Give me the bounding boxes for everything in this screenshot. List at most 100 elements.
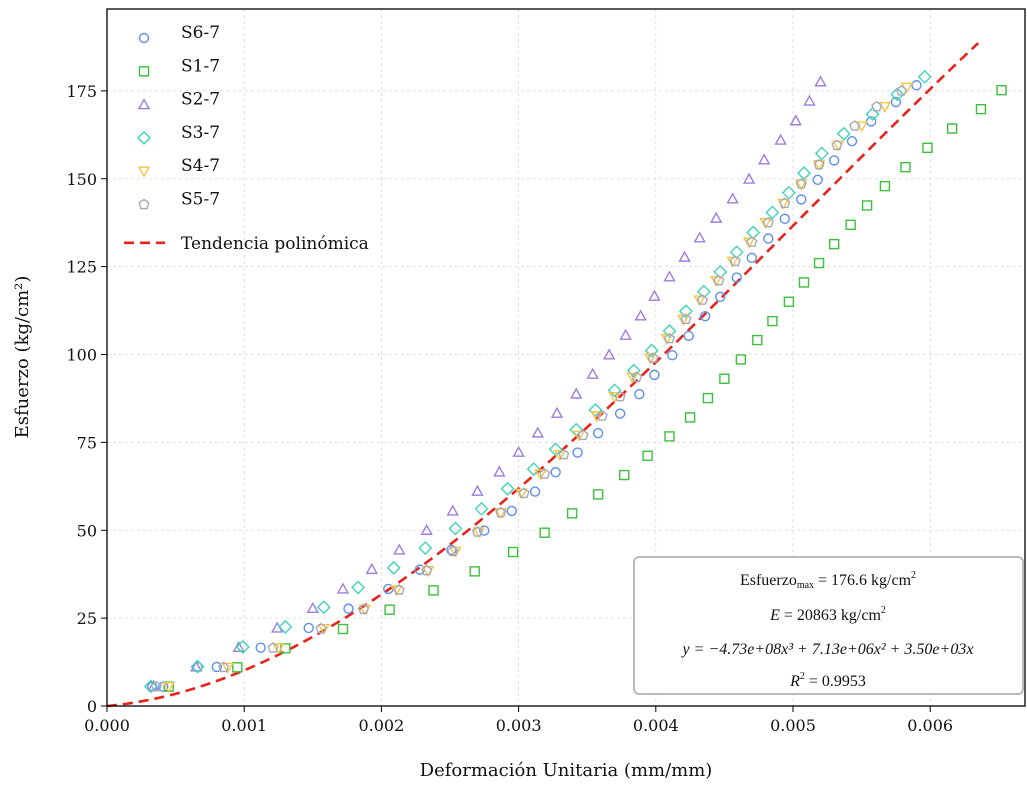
- data-point-s6-7: [796, 194, 807, 205]
- x-tick-label: 0.006: [907, 716, 953, 735]
- data-point-s5-7: [696, 294, 709, 305]
- data-point-s2-7: [789, 114, 802, 126]
- series-s5-7: [150, 85, 907, 692]
- annotation-line-max-stress: Esfuerzomax = 176.6 kg/cm2: [740, 570, 916, 591]
- data-point-s2-7: [570, 387, 583, 399]
- data-point-s5-7: [315, 622, 327, 634]
- data-point-s6-7: [255, 642, 266, 653]
- data-point-s4-7: [449, 546, 462, 558]
- data-point-s6-7: [572, 447, 583, 458]
- data-point-s1-7: [783, 296, 795, 307]
- data-point-s5-7: [849, 120, 861, 131]
- data-point-s2-7: [420, 523, 433, 535]
- data-point-s5-7: [831, 139, 843, 151]
- data-point-s2-7: [531, 426, 544, 438]
- data-point-s4-7: [726, 256, 739, 268]
- data-point-s5-7: [795, 178, 807, 189]
- data-point-s3-7: [278, 619, 293, 634]
- data-point-s3-7: [418, 541, 433, 556]
- data-point-s6-7: [890, 96, 902, 108]
- data-point-s1-7: [922, 142, 933, 154]
- data-point-s4-7: [626, 372, 639, 384]
- data-point-s5-7: [539, 468, 551, 479]
- x-axis-label: Deformación Unitaria (mm/mm): [420, 760, 713, 781]
- data-point-s1-7: [861, 200, 873, 211]
- y-tick-label: 25: [77, 609, 97, 628]
- y-tick-label: 175: [66, 82, 97, 101]
- data-point-s3-7: [836, 126, 851, 141]
- annotation-line-modulus: E = 20863 kg/cm2: [769, 605, 886, 624]
- data-point-s6-7: [506, 505, 517, 517]
- legend-label-s5-7: S5-7: [181, 190, 220, 210]
- data-point-s3-7: [316, 600, 331, 615]
- data-point-s1-7: [946, 123, 958, 134]
- data-point-s6-7: [303, 622, 314, 634]
- data-point-s5-7: [895, 85, 907, 96]
- data-point-s5-7: [518, 487, 530, 499]
- annotation-modulus-value: = 20863 kg/cm: [780, 607, 882, 624]
- points-layer: [143, 69, 1007, 694]
- data-point-s2-7: [634, 309, 647, 321]
- legend-marker-s2-7: [137, 98, 151, 110]
- legend-marker-s4-7: [137, 166, 151, 178]
- data-point-s3-7: [796, 166, 811, 181]
- data-point-s6-7: [828, 155, 840, 166]
- data-point-s3-7: [765, 205, 780, 220]
- annotation-modulus-superscript: 2: [881, 605, 886, 616]
- x-tick-label: 0.001: [221, 716, 267, 735]
- data-point-s3-7: [662, 323, 677, 338]
- x-tick-label: 0.005: [770, 716, 816, 735]
- data-point-s2-7: [619, 328, 632, 340]
- data-point-s6-7: [550, 467, 561, 478]
- data-point-s6-7: [846, 135, 858, 147]
- annotation-line-equation: y = −4.73e+08x³ + 7.13e+06x² + 3.50e+03x: [681, 641, 974, 658]
- grid: [107, 9, 1025, 706]
- legend-label-s3-7: S3-7: [181, 123, 220, 143]
- data-point-s4-7: [644, 353, 657, 365]
- data-point-s4-7: [221, 662, 234, 674]
- data-point-s2-7: [648, 289, 661, 301]
- data-point-s4-7: [317, 623, 330, 636]
- legend-label-s6-7: S6-7: [181, 23, 220, 43]
- annotation-line-r-squared: R2 = 0.9953: [789, 671, 866, 690]
- data-point-s3-7: [386, 560, 401, 575]
- data-point-s2-7: [709, 211, 723, 223]
- x-tick-label: 0.004: [633, 716, 679, 735]
- annotation-frame: [633, 556, 1024, 695]
- data-point-s3-7: [526, 462, 541, 477]
- data-point-s1-7: [767, 315, 778, 327]
- data-point-s3-7: [644, 343, 659, 358]
- data-point-s2-7: [586, 367, 599, 379]
- data-point-s3-7: [190, 659, 205, 674]
- data-point-s1-7: [619, 469, 630, 481]
- data-point-s1-7: [798, 277, 810, 288]
- data-point-s2-7: [336, 582, 350, 594]
- data-point-s4-7: [759, 217, 772, 230]
- data-point-s4-7: [677, 314, 690, 326]
- data-point-s6-7: [446, 544, 457, 556]
- data-point-s2-7: [774, 133, 787, 145]
- annotation-stress-superscript: 2: [911, 570, 916, 581]
- data-point-s5-7: [779, 197, 791, 209]
- data-point-s4-7: [878, 101, 892, 114]
- data-point-s2-7: [693, 231, 706, 243]
- data-point-s5-7: [267, 642, 279, 653]
- data-point-s5-7: [762, 216, 774, 228]
- series-s1-7: [163, 84, 1007, 692]
- data-point-s1-7: [879, 180, 891, 192]
- data-point-s2-7: [814, 75, 827, 87]
- legend-label-s2-7: S2-7: [181, 90, 220, 110]
- data-point-s1-7: [428, 585, 439, 596]
- data-point-s4-7: [162, 681, 175, 694]
- data-point-s6-7: [731, 272, 742, 283]
- data-point-s2-7: [306, 601, 319, 613]
- data-point-s1-7: [592, 489, 604, 500]
- data-point-s4-7: [660, 333, 673, 346]
- data-point-s5-7: [647, 352, 659, 363]
- data-point-s6-7: [529, 486, 541, 497]
- data-point-s2-7: [602, 348, 616, 360]
- data-point-s1-7: [752, 334, 763, 346]
- data-point-s5-7: [614, 390, 626, 402]
- stats-annotation-box: Esfuerzomax = 176.6 kg/cm2 E = 20863 kg/…: [633, 556, 1024, 695]
- data-point-s5-7: [447, 545, 459, 557]
